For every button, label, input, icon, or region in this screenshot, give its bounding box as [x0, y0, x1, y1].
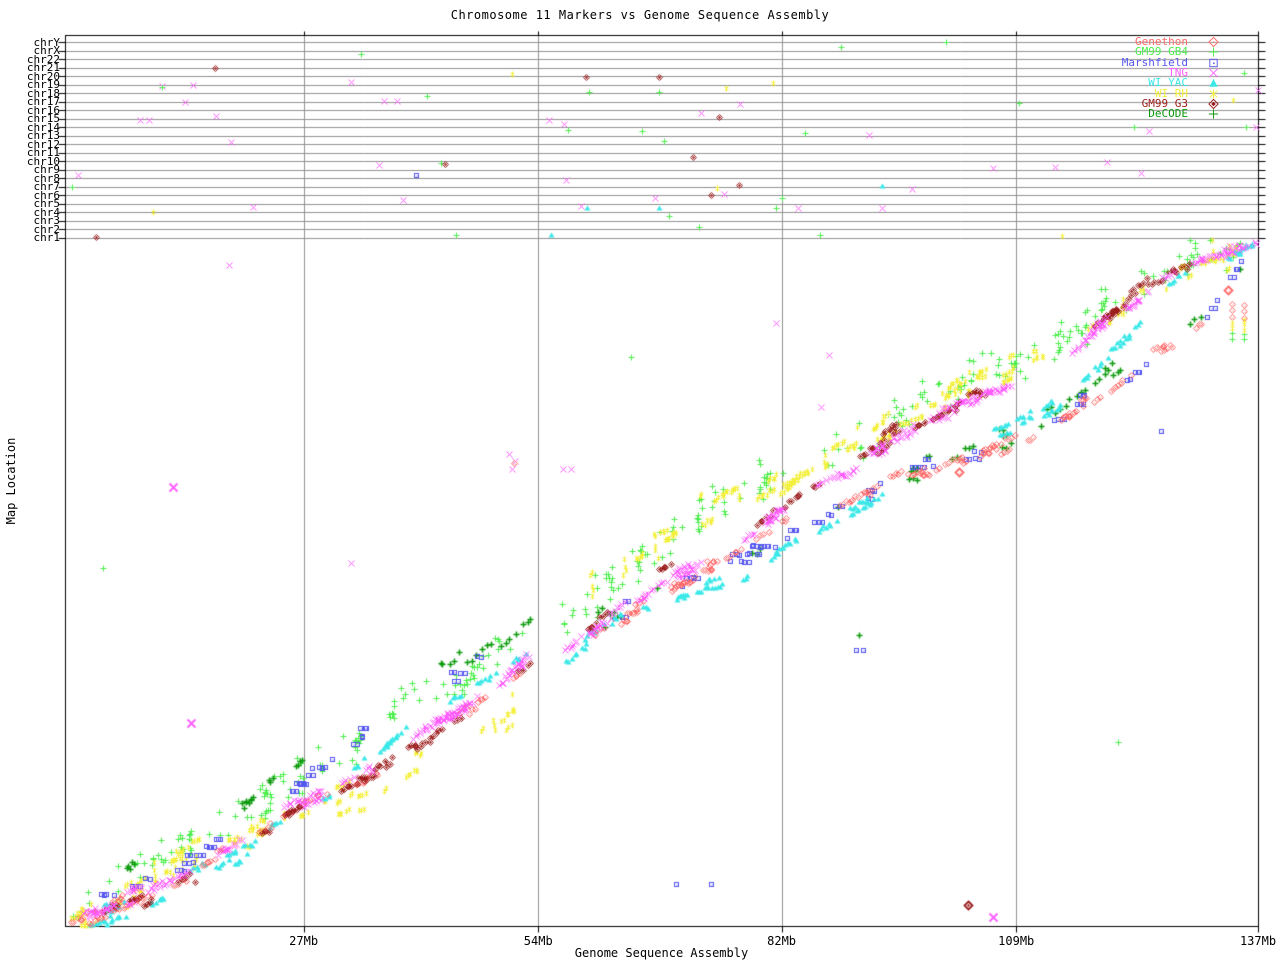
chr-axis-label-chr5: chr5 [33, 197, 61, 210]
chr-axis-label-chr11: chr11 [26, 146, 60, 159]
legend-row-yac: WI YAC [1100, 76, 1260, 90]
chr-axis-label-chr2: chr2 [33, 222, 61, 236]
chr-axis-label-chr17: chr17 [26, 95, 60, 108]
legend-symbol-diamond-fill-icon [1207, 98, 1220, 110]
x-tick-label-27mb: 27Mb [289, 934, 319, 948]
chr-axis-label-chr18: chr18 [26, 86, 60, 100]
x-tick-label-82mb: 82Mb [767, 934, 797, 948]
legend-row-mf: Marshfield [1100, 55, 1260, 69]
chr-axis-label-chr13: chr13 [26, 129, 60, 142]
plot-title: Chromosome 11 Markers vs Genome Sequence… [450, 8, 830, 22]
legend-row-gen: Genethon [1100, 35, 1260, 48]
legend-symbol-plus-icon [1207, 46, 1220, 58]
legend-row-tng: TNG [1100, 65, 1260, 79]
chr-axis-label-chr21: chr21 [26, 61, 60, 74]
legend-row-de: DeCODE [1100, 107, 1260, 121]
legend-symbol-cross-icon [1207, 67, 1220, 79]
legend-label-g4: GM99 GB4 [1135, 45, 1188, 59]
legend-label-yac: WI YAC [1148, 76, 1188, 90]
chr-axis-label-chr15: chr15 [26, 112, 60, 125]
legend-symbol-asterisk-icon [1207, 88, 1220, 100]
chr-axis-label-chr3: chr3 [33, 214, 61, 227]
chr-axis-label-chr16: chr16 [26, 103, 60, 117]
chr-axis-label-chr7: chr7 [33, 180, 61, 193]
chr-axis-label-chr4: chr4 [33, 205, 61, 219]
x-tick-label-54mb: 54Mb [523, 934, 553, 948]
x-tick-label-137mb: 137Mb [1239, 934, 1277, 948]
legend-label-de: DeCODE [1148, 107, 1188, 121]
x-axis-label: Genome Sequence Assembly [574, 946, 749, 960]
legend-symbol-plus-bold-icon [1207, 108, 1220, 120]
chr-axis-label-chr12: chr12 [26, 137, 60, 151]
legend-symbol-triangle-icon [1207, 77, 1220, 89]
legend-label-mf: Marshfield [1121, 55, 1188, 69]
chr-axis-label-chrY: chrY [33, 35, 61, 49]
chr-axis-label-chr6: chr6 [33, 188, 61, 202]
y-axis-label: Map Location [4, 437, 18, 525]
legend-label-rh: WI RH [1154, 86, 1188, 100]
legend-row-rh: WI RH [1100, 86, 1260, 100]
legend-label-g3: GM99 G3 [1141, 96, 1188, 110]
x-tick-label-109mb: 109Mb [998, 934, 1035, 948]
chr-axis-label-chr20: chr20 [26, 69, 60, 83]
legend-row-g4: GM99 GB4 [1100, 45, 1260, 59]
chr-axis-label-chr19: chr19 [26, 78, 60, 91]
legend-row-g3: GM99 G3 [1100, 96, 1260, 110]
legend-label-tng: TNG [1168, 65, 1188, 79]
chr-axis-label-chr22: chr22 [26, 52, 60, 66]
chr-axis-label-chr8: chr8 [33, 171, 61, 185]
chr-axis-label-chrX: chrX [33, 44, 61, 57]
chr-axis-label-chr1: chr1 [33, 231, 61, 244]
chr-axis-label-chr9: chr9 [33, 163, 61, 176]
legend-label-gen: Genethon [1135, 35, 1188, 48]
chr-axis-label-chr14: chr14 [26, 120, 60, 134]
legend-symbol-square-icon [1207, 57, 1220, 69]
legend-symbol-diamond-icon [1207, 36, 1220, 48]
chr-axis-label-chr10: chr10 [26, 154, 60, 168]
